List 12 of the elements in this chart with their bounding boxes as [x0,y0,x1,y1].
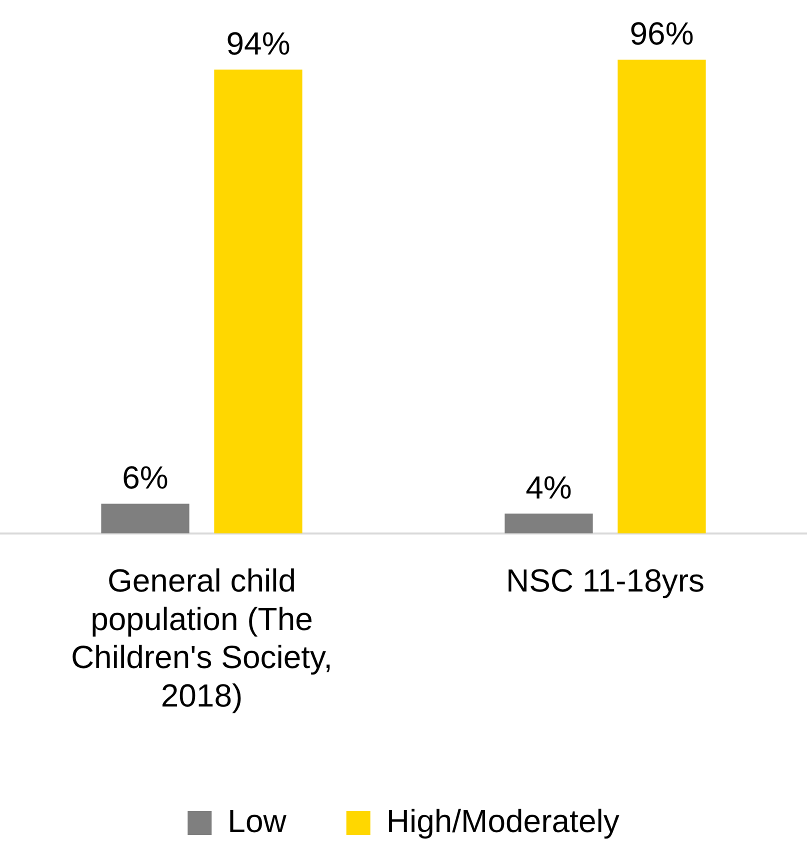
bar [618,60,706,534]
legend-label: Low [228,802,288,839]
legend-label: High/Moderately [386,802,620,839]
data-label: 6% [122,460,168,496]
bar [504,514,593,534]
x-tick-label: General child population (The Children's Society, 2018) [70,562,333,714]
bar [214,70,302,534]
bar [101,504,190,534]
x-tick-label: NSC 11-18yrs [506,562,705,598]
data-label: 94% [226,25,290,62]
data-label: 4% [526,469,572,506]
data-label: 96% [630,16,694,52]
